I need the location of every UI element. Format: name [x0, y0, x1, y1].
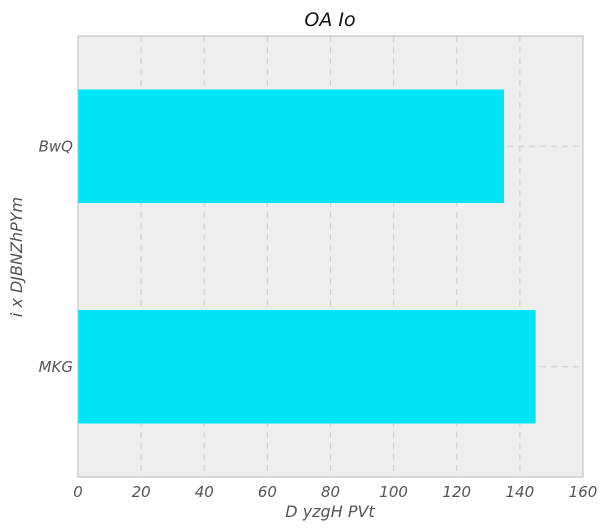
x-axis-title: D yzgH PVt: [285, 502, 375, 521]
x-tick-label: 20: [132, 483, 151, 501]
bar: [78, 89, 505, 204]
bar: [78, 309, 536, 424]
x-tick-label: 80: [321, 483, 340, 501]
bars: [78, 89, 536, 424]
x-tick-label: 60: [258, 483, 277, 501]
y-axis-title: i x DJBNZhPYm: [7, 197, 26, 317]
plot-frame: [77, 35, 584, 478]
y-tick-labels: BwQ MKG: [39, 137, 74, 376]
y-tick-label: MKG: [39, 358, 73, 376]
x-tick-labels: 0 20 40 60 80 100 120 140 160: [73, 483, 597, 501]
x-tick-label: 100: [379, 483, 408, 501]
x-tick-label: 40: [195, 483, 214, 501]
y-tick-label: BwQ: [39, 137, 74, 155]
x-tick-label: 120: [442, 483, 471, 501]
x-tick-label: 140: [506, 483, 535, 501]
x-tick-label: 160: [569, 483, 598, 501]
chart-title: OA Io: [304, 9, 355, 31]
x-tick-label: 0: [73, 483, 83, 501]
